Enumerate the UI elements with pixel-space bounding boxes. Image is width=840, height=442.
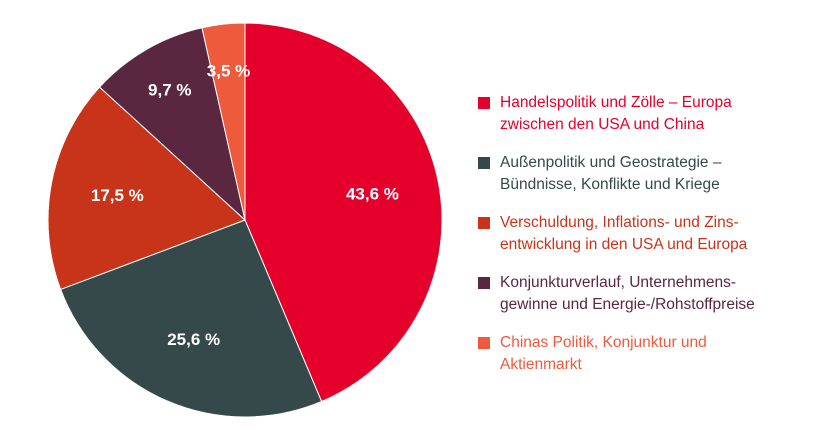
pie-slice-5 — [201, 22, 246, 221]
legend-swatch-4 — [478, 277, 490, 289]
pie-slice-2 — [59, 219, 323, 418]
pie-slice-4 — [98, 27, 246, 222]
legend-label-4: Konjunkturverlauf, Unternehmens-gewinne … — [500, 272, 755, 316]
legend-label-line: Bündnisse, Konflikte und Kriege — [500, 176, 720, 193]
legend-label-line: Verschuldung, Inflations- und Zins- — [500, 214, 739, 231]
legend-label-line: gewinne und Energie-/Rohstoffpreise — [500, 296, 755, 313]
legend-swatch-3 — [478, 217, 490, 229]
legend-item-4: Konjunkturverlauf, Unternehmens-gewinne … — [478, 272, 818, 332]
legend: Handelspolitik und Zölle – Europa zwische… — [478, 92, 818, 392]
slice-value-label-2: 25,6 % — [167, 330, 220, 349]
legend-label-line: zwischen den USA und China — [500, 116, 705, 133]
legend-swatch-1 — [478, 97, 490, 109]
legend-label-line: Konjunkturverlauf, Unternehmens- — [500, 274, 737, 291]
legend-swatch-2 — [478, 157, 490, 169]
legend-item-1: Handelspolitik und Zölle – Europa zwische… — [478, 92, 818, 152]
legend-label-5: Chinas Politik, Konjunktur und Aktienmark… — [500, 332, 707, 376]
legend-label-2: Außenpolitik und Geostrategie – Bündnisse… — [500, 152, 721, 196]
legend-label-line: Chinas Politik, Konjunktur und — [500, 334, 707, 351]
slice-value-label-1: 43,6 % — [346, 185, 399, 204]
slice-value-label-3: 17,5 % — [91, 186, 144, 205]
legend-label-line: Handelspolitik und Zölle – Europa — [500, 94, 732, 111]
legend-label-line: Außenpolitik und Geostrategie – — [500, 154, 722, 171]
legend-item-5: Chinas Politik, Konjunktur und Aktienmark… — [478, 332, 818, 392]
legend-swatch-5 — [478, 337, 490, 349]
pie-slice-1 — [244, 22, 443, 403]
pie-slice-3 — [47, 86, 246, 291]
legend-label-line: entwicklung in den USA und Europa — [500, 236, 748, 253]
slice-value-label-5: 3,5 % — [207, 61, 250, 80]
legend-label-line: Aktienmarkt — [500, 356, 582, 373]
slice-value-label-4: 9,7 % — [148, 81, 191, 100]
legend-item-2: Außenpolitik und Geostrategie – Bündnisse… — [478, 152, 818, 212]
legend-label-1: Handelspolitik und Zölle – Europa zwische… — [500, 92, 732, 136]
legend-label-3: Verschuldung, Inflations- und Zins-entwi… — [500, 212, 747, 256]
legend-item-3: Verschuldung, Inflations- und Zins-entwi… — [478, 212, 818, 272]
